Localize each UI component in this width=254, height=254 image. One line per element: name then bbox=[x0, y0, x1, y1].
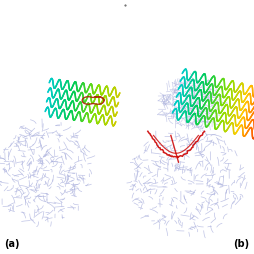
Text: (b): (b) bbox=[232, 238, 248, 248]
Text: (a): (a) bbox=[4, 238, 19, 248]
